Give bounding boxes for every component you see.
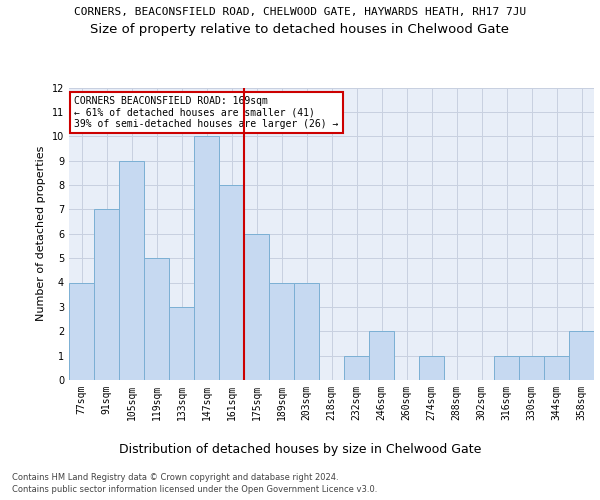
- Bar: [569, 331, 594, 380]
- Bar: [119, 160, 144, 380]
- Bar: [69, 282, 94, 380]
- Bar: [419, 356, 444, 380]
- Text: CORNERS, BEACONSFIELD ROAD, CHELWOOD GATE, HAYWARDS HEATH, RH17 7JU: CORNERS, BEACONSFIELD ROAD, CHELWOOD GAT…: [74, 8, 526, 18]
- Bar: [94, 210, 119, 380]
- Text: Distribution of detached houses by size in Chelwood Gate: Distribution of detached houses by size …: [119, 442, 481, 456]
- Bar: [369, 331, 394, 380]
- Bar: [344, 356, 369, 380]
- Bar: [494, 356, 519, 380]
- Text: Size of property relative to detached houses in Chelwood Gate: Size of property relative to detached ho…: [91, 22, 509, 36]
- Bar: [244, 234, 269, 380]
- Bar: [169, 307, 194, 380]
- Bar: [519, 356, 544, 380]
- Text: CORNERS BEACONSFIELD ROAD: 169sqm
← 61% of detached houses are smaller (41)
39% : CORNERS BEACONSFIELD ROAD: 169sqm ← 61% …: [74, 96, 338, 130]
- Bar: [194, 136, 219, 380]
- Y-axis label: Number of detached properties: Number of detached properties: [36, 146, 46, 322]
- Bar: [269, 282, 294, 380]
- Bar: [219, 185, 244, 380]
- Text: Contains public sector information licensed under the Open Government Licence v3: Contains public sector information licen…: [12, 485, 377, 494]
- Bar: [294, 282, 319, 380]
- Bar: [144, 258, 169, 380]
- Bar: [544, 356, 569, 380]
- Text: Contains HM Land Registry data © Crown copyright and database right 2024.: Contains HM Land Registry data © Crown c…: [12, 472, 338, 482]
